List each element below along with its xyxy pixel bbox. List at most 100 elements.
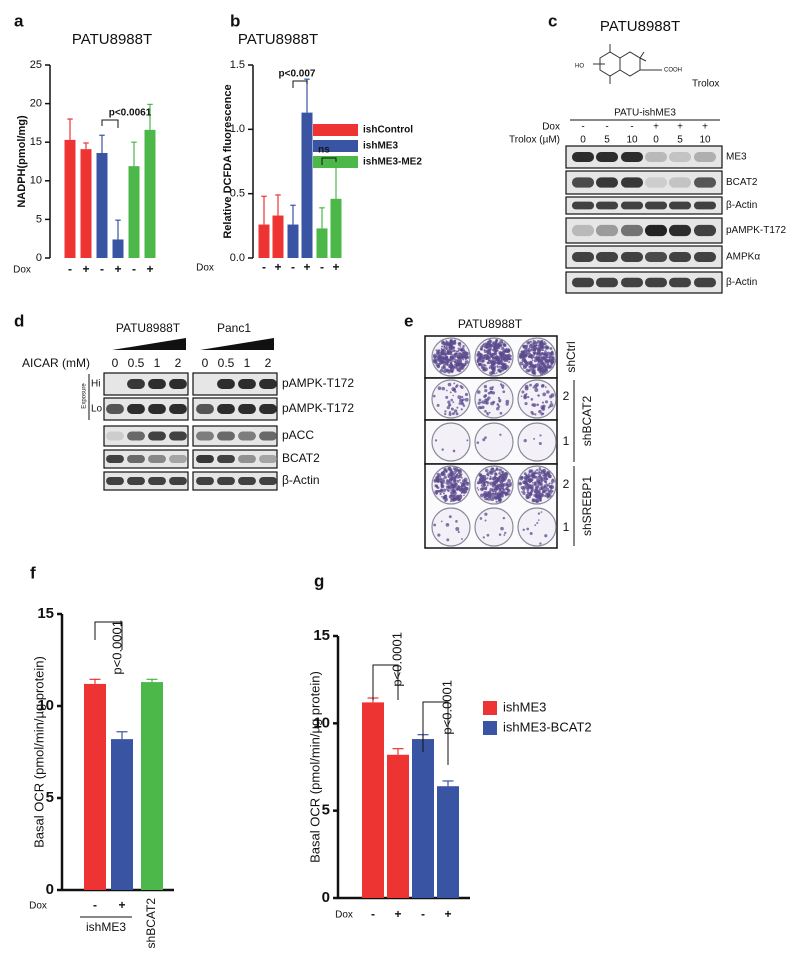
bar — [301, 112, 313, 259]
colony — [500, 491, 505, 495]
colony — [539, 542, 542, 545]
colony — [489, 471, 494, 475]
colony — [461, 476, 463, 479]
colony — [545, 483, 548, 486]
colony — [502, 390, 506, 394]
colony — [504, 531, 507, 535]
colony — [439, 369, 444, 373]
colony — [539, 434, 542, 437]
legend-label: ishME3 — [363, 141, 398, 152]
colony — [533, 364, 536, 368]
colony — [533, 490, 537, 494]
blot-band — [571, 201, 595, 210]
colony — [530, 469, 534, 473]
row-label: Dox — [542, 122, 560, 133]
colony — [465, 357, 467, 360]
colony — [452, 497, 456, 501]
colony — [442, 369, 447, 374]
colony — [502, 488, 506, 492]
colony — [507, 484, 511, 488]
colony — [483, 496, 486, 499]
colony — [453, 358, 456, 361]
colony — [460, 492, 463, 494]
colony — [520, 350, 523, 353]
colony — [548, 482, 551, 485]
colony — [523, 485, 527, 489]
colony — [523, 472, 527, 476]
colony — [499, 369, 503, 373]
colony — [466, 355, 470, 359]
colony — [476, 487, 479, 489]
lane-label: 5 — [604, 135, 610, 146]
colony — [464, 486, 469, 491]
colony — [453, 387, 457, 391]
y-tick-label: 0.5 — [230, 188, 245, 200]
blot-band — [217, 476, 235, 486]
colony — [482, 536, 485, 539]
colony — [495, 500, 498, 503]
blot-band — [595, 277, 619, 288]
colony — [482, 438, 486, 442]
colony — [550, 488, 553, 491]
blot-band — [259, 404, 277, 414]
structure-label: HO — [575, 64, 584, 70]
blot-band — [693, 252, 717, 262]
blot-band — [127, 404, 145, 414]
colony — [520, 395, 523, 398]
x-tick-label: - — [93, 898, 97, 912]
colony — [529, 340, 533, 344]
colony — [454, 339, 456, 342]
blot-band — [127, 476, 145, 486]
colony — [483, 349, 488, 354]
blot-band — [259, 379, 277, 389]
colony — [458, 402, 462, 405]
chart-title: PATU8988T — [72, 31, 152, 48]
blot-band — [668, 177, 692, 188]
blot-band — [644, 252, 668, 262]
blot-band — [169, 431, 187, 441]
blot-band — [620, 177, 644, 188]
culture-well — [431, 507, 471, 547]
blot-band — [595, 252, 619, 262]
colony — [451, 368, 455, 372]
colony — [454, 352, 458, 356]
y-tick-label: 20 — [30, 98, 42, 110]
clone-label: 2 — [563, 389, 570, 403]
colony — [448, 411, 452, 414]
colony — [442, 365, 445, 369]
colony — [498, 471, 502, 475]
colony — [441, 386, 446, 391]
colony — [457, 342, 462, 347]
colony — [444, 412, 447, 416]
colony — [450, 345, 454, 349]
y-axis-label: NADPH(pmol/mg) — [16, 115, 28, 208]
x-tick-label: - — [100, 262, 104, 276]
colony — [489, 339, 493, 343]
blot-band — [106, 454, 124, 464]
colony — [446, 538, 450, 542]
blot-band — [668, 252, 692, 262]
x-axis-label: Dox — [335, 910, 353, 921]
bar — [258, 224, 270, 258]
culture-well — [517, 507, 557, 547]
colony — [494, 479, 499, 483]
lane-label: 10 — [699, 135, 711, 146]
colony — [443, 349, 447, 353]
panel-label: f — [30, 563, 36, 582]
colony — [544, 400, 548, 404]
colony — [499, 480, 504, 484]
colony — [436, 403, 440, 407]
colony — [478, 473, 483, 477]
colony — [544, 534, 548, 538]
colony — [524, 402, 528, 406]
bar — [84, 683, 106, 890]
blot-band — [169, 476, 187, 486]
colony — [452, 449, 456, 453]
colony — [445, 361, 448, 365]
colony — [552, 353, 555, 356]
colony — [530, 479, 533, 482]
colony — [479, 493, 484, 498]
x-tick-label: + — [394, 907, 401, 921]
bar — [80, 149, 92, 258]
colony — [524, 386, 529, 391]
